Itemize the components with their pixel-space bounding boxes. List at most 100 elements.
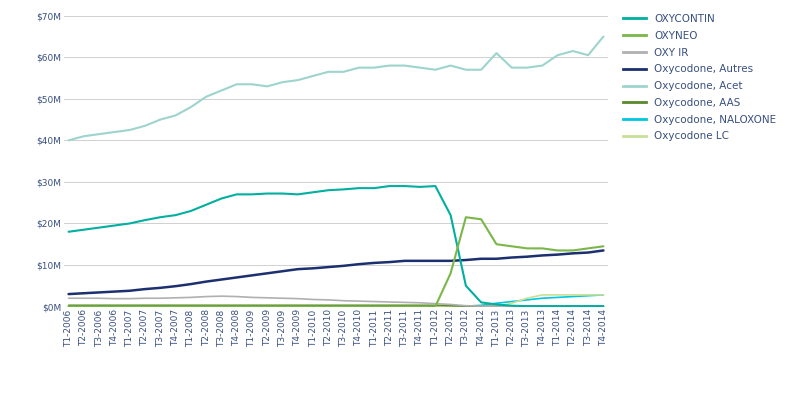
Oxycodone LC [262, 304, 272, 309]
Oxycodone, NALOXONE [476, 303, 486, 308]
Oxycodone LC [507, 301, 517, 306]
Oxycodone, NALOXONE [293, 304, 302, 309]
Oxycodone LC [568, 292, 578, 297]
Oxycodone, NALOXONE [430, 304, 440, 309]
OXY IR [140, 296, 150, 301]
OXY IR [170, 296, 180, 300]
OXYNEO [538, 246, 547, 251]
Oxycodone, NALOXONE [94, 304, 104, 309]
Line: Oxycodone LC: Oxycodone LC [69, 295, 603, 307]
Oxycodone LC [598, 292, 608, 297]
Oxycodone, Acet [553, 53, 562, 57]
Oxycodone, AAS [247, 303, 257, 308]
Oxycodone LC [278, 304, 287, 309]
Oxycodone, Autres [278, 269, 287, 274]
OXYCONTIN [140, 218, 150, 222]
Oxycodone, NALOXONE [247, 304, 257, 309]
Oxycodone LC [476, 304, 486, 309]
Oxycodone, NALOXONE [308, 304, 318, 309]
Oxycodone, AAS [553, 304, 562, 309]
Oxycodone, Autres [492, 256, 502, 261]
Oxycodone, Autres [354, 262, 364, 266]
Oxycodone, NALOXONE [385, 304, 394, 309]
OXYCONTIN [79, 227, 89, 232]
OXY IR [430, 301, 440, 306]
Oxycodone, NALOXONE [370, 304, 379, 309]
OXYCONTIN [94, 225, 104, 230]
Oxycodone, Autres [308, 266, 318, 271]
OXY IR [507, 304, 517, 309]
Oxycodone LC [370, 304, 379, 309]
OXY IR [354, 299, 364, 303]
Oxycodone, Autres [430, 259, 440, 263]
Oxycodone, AAS [64, 303, 74, 308]
Oxycodone, NALOXONE [170, 304, 180, 309]
Oxycodone LC [125, 304, 134, 309]
OXY IR [64, 296, 74, 301]
Oxycodone, Acet [232, 82, 242, 86]
OXYCONTIN [293, 192, 302, 197]
Oxycodone LC [170, 304, 180, 309]
Oxycodone, Acet [583, 53, 593, 57]
Oxycodone, Acet [568, 49, 578, 53]
Oxycodone, AAS [232, 303, 242, 308]
OXYNEO [354, 304, 364, 309]
OXYCONTIN [110, 223, 119, 228]
OXYNEO [155, 304, 165, 309]
Line: Oxycodone, Acet: Oxycodone, Acet [69, 37, 603, 140]
OXYCONTIN [583, 304, 593, 309]
Oxycodone LC [583, 292, 593, 297]
Oxycodone, Autres [507, 255, 517, 260]
OXYNEO [461, 215, 470, 220]
Oxycodone, NALOXONE [446, 304, 455, 309]
OXYNEO [370, 304, 379, 309]
Oxycodone, NALOXONE [125, 304, 134, 309]
OXYCONTIN [308, 190, 318, 195]
Oxycodone, Autres [538, 253, 547, 258]
Oxycodone, NALOXONE [232, 304, 242, 309]
Oxycodone, AAS [278, 303, 287, 308]
Oxycodone, AAS [202, 303, 211, 308]
OXYNEO [476, 217, 486, 222]
OXYNEO [125, 304, 134, 309]
OXY IR [553, 304, 562, 309]
Oxycodone LC [308, 304, 318, 309]
Oxycodone, Acet [293, 78, 302, 83]
OXY IR [492, 304, 502, 309]
Oxycodone, Autres [64, 292, 74, 296]
Oxycodone, AAS [507, 304, 517, 309]
OXY IR [598, 304, 608, 309]
OXYCONTIN [522, 304, 532, 309]
OXYNEO [140, 304, 150, 309]
Oxycodone, AAS [79, 303, 89, 308]
Oxycodone, AAS [354, 303, 364, 308]
Oxycodone, Autres [186, 282, 196, 286]
Oxycodone, AAS [598, 304, 608, 309]
Oxycodone, Autres [339, 263, 349, 268]
Oxycodone, Autres [461, 258, 470, 263]
Oxycodone, NALOXONE [507, 299, 517, 304]
Oxycodone, Acet [415, 65, 425, 70]
OXY IR [110, 296, 119, 301]
Line: Oxycodone, NALOXONE: Oxycodone, NALOXONE [69, 295, 603, 307]
Oxycodone, Autres [370, 261, 379, 265]
Oxycodone, AAS [323, 303, 333, 308]
Oxycodone, Autres [385, 260, 394, 264]
Oxycodone, Acet [217, 88, 226, 93]
OXYCONTIN [400, 184, 410, 188]
OXY IR [278, 296, 287, 301]
Oxycodone, Acet [64, 138, 74, 143]
OXYNEO [430, 304, 440, 309]
Oxycodone, Autres [415, 259, 425, 263]
Oxycodone, Acet [155, 117, 165, 122]
OXY IR [415, 300, 425, 305]
Oxycodone, NALOXONE [492, 301, 502, 306]
Oxycodone, Autres [110, 289, 119, 294]
Oxycodone, NALOXONE [339, 304, 349, 309]
Oxycodone, AAS [568, 304, 578, 309]
OXY IR [247, 295, 257, 300]
Oxycodone, Autres [262, 271, 272, 275]
Oxycodone, AAS [155, 303, 165, 308]
Oxycodone, AAS [476, 304, 486, 309]
OXY IR [94, 296, 104, 301]
